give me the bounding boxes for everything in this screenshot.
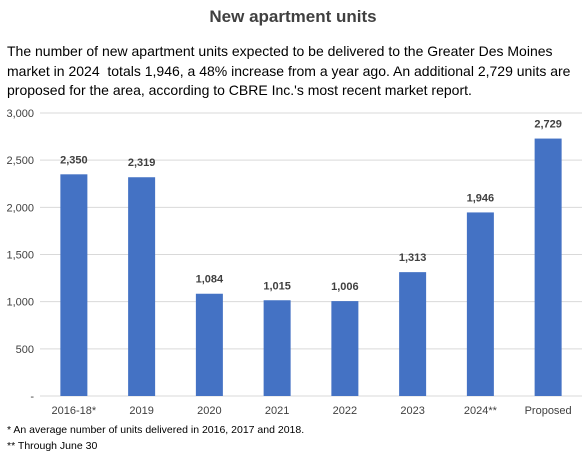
data-labels: 2,350 2,319 1,084 1,015 1,006 1,313 1,946 2,729 <box>60 119 562 294</box>
bar <box>466 212 494 396</box>
y-tick-label: 2,000 <box>6 202 34 214</box>
data-label: 2,729 <box>534 119 562 131</box>
chart-title: New apartment units <box>209 7 377 26</box>
data-label: 2,350 <box>60 154 88 166</box>
y-tick-label: 3,000 <box>6 108 34 120</box>
x-tick-label: 2019 <box>129 405 153 417</box>
x-axis-ticks: 2016-18* 2019 2020 2021 2022 2023 2024** Propos… <box>52 405 572 417</box>
bar <box>128 177 156 396</box>
footnote-through-june: ** Through June 30 <box>7 440 98 452</box>
x-tick-label: 2024** <box>464 405 498 417</box>
x-tick-label: 2021 <box>265 405 289 417</box>
y-tick-label: 500 <box>16 344 34 356</box>
bar <box>195 293 223 396</box>
y-tick-label: 2,500 <box>6 155 34 167</box>
bar <box>534 138 562 396</box>
bar <box>331 301 359 396</box>
bars <box>60 138 562 396</box>
chart-subtitle: The number of new apartment units expect… <box>7 43 575 98</box>
bar <box>399 272 427 396</box>
data-label: 1,006 <box>331 281 359 293</box>
data-label: 1,084 <box>196 274 224 286</box>
x-tick-label: 2022 <box>333 405 357 417</box>
y-tick-label: 1,500 <box>6 250 34 262</box>
bar <box>263 300 291 396</box>
data-label: 1,015 <box>263 280 291 292</box>
gridlines <box>40 112 582 397</box>
x-tick-label: 2020 <box>197 405 221 417</box>
data-label: 1,946 <box>467 192 495 204</box>
x-tick-label: Proposed <box>525 405 572 417</box>
y-tick-label: 1,000 <box>6 297 34 309</box>
footnote-average: * An average number of units delivered i… <box>7 424 305 436</box>
data-label: 1,313 <box>399 252 427 264</box>
x-tick-label: 2023 <box>400 405 424 417</box>
x-tick-label: 2016-18* <box>52 405 97 417</box>
data-label: 2,319 <box>128 157 156 169</box>
y-axis-ticks: - 500 1,000 1,500 2,000 2,500 3,000 <box>6 108 34 403</box>
y-tick-label: - <box>30 391 34 403</box>
bar <box>60 174 88 396</box>
